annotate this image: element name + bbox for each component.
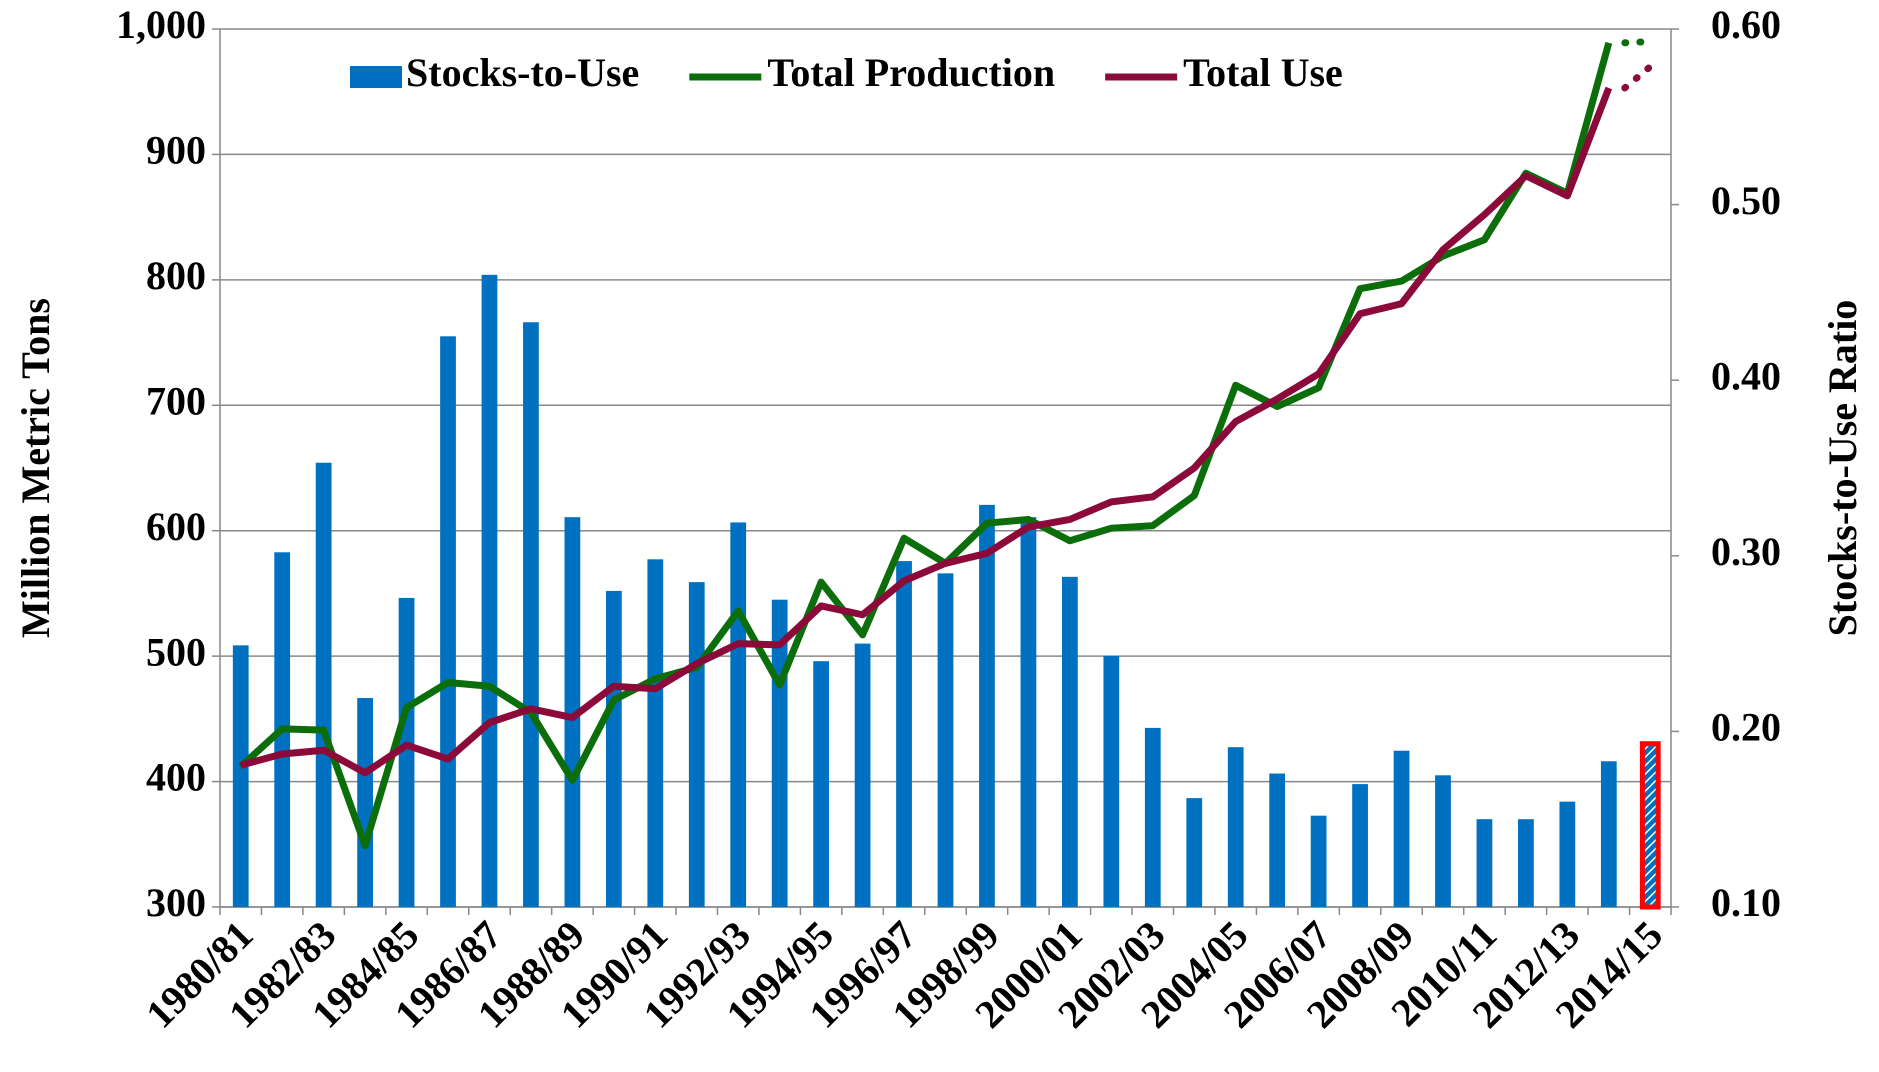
bar — [1186, 798, 1203, 907]
y-tick-label: 900 — [146, 128, 206, 173]
y-tick-label: 800 — [146, 253, 206, 298]
bar — [1269, 773, 1286, 907]
bar — [1103, 655, 1120, 907]
bar — [1144, 727, 1161, 907]
bar — [481, 274, 498, 908]
bar — [232, 645, 249, 907]
bar — [1061, 576, 1078, 907]
y2-tick-label: 0.40 — [1711, 353, 1781, 398]
bar — [398, 597, 415, 907]
bar — [605, 590, 622, 907]
bar — [357, 698, 373, 907]
legend-label: Total Use — [1183, 50, 1343, 95]
y2-tick-label: 0.50 — [1711, 178, 1781, 223]
y-tick-label: 500 — [146, 629, 206, 674]
projection-line — [1621, 63, 1654, 92]
bar — [813, 661, 830, 907]
bar — [896, 561, 912, 907]
bar — [315, 462, 332, 907]
bar — [564, 517, 581, 907]
projection-line — [1621, 38, 1654, 47]
legend: Stocks-to-Use Total Production Total Use — [350, 50, 1343, 95]
y-tick-label: 700 — [146, 378, 206, 423]
bar — [1435, 775, 1451, 907]
bar — [1310, 815, 1327, 907]
bar — [1227, 747, 1244, 907]
y2-tick-label: 0.60 — [1711, 2, 1781, 47]
y-axis-label: Million Metric Tons — [13, 298, 58, 638]
bar — [1476, 819, 1493, 907]
bar — [1600, 761, 1617, 907]
bar — [523, 322, 539, 907]
bar — [937, 573, 954, 907]
bar — [688, 582, 705, 907]
bar — [854, 643, 871, 907]
bar — [1020, 517, 1037, 907]
y2-tick-label: 0.10 — [1711, 880, 1781, 925]
y-tick-label: 600 — [146, 504, 206, 549]
bar — [1518, 819, 1534, 907]
bar — [979, 504, 995, 907]
y2-tick-label: 0.20 — [1711, 705, 1781, 750]
bar — [647, 559, 664, 907]
bar — [1559, 801, 1576, 907]
bar — [730, 522, 747, 907]
bar — [1393, 750, 1410, 907]
line — [238, 41, 1613, 850]
y-tick-label: 1,000 — [116, 2, 206, 47]
legend-label: Stocks-to-Use — [406, 50, 639, 95]
y-tick-label: 400 — [146, 755, 206, 800]
y-tick-label: 300 — [146, 880, 206, 925]
legend-swatch — [350, 66, 402, 88]
bar — [1352, 784, 1368, 907]
bar — [440, 336, 456, 907]
bar — [1639, 741, 1661, 910]
y2-tick-label: 0.30 — [1711, 529, 1781, 574]
line — [239, 86, 1613, 777]
legend-label: Total Production — [767, 50, 1055, 95]
y2-axis-label: Stocks-to-Use Ratio — [1820, 300, 1865, 637]
